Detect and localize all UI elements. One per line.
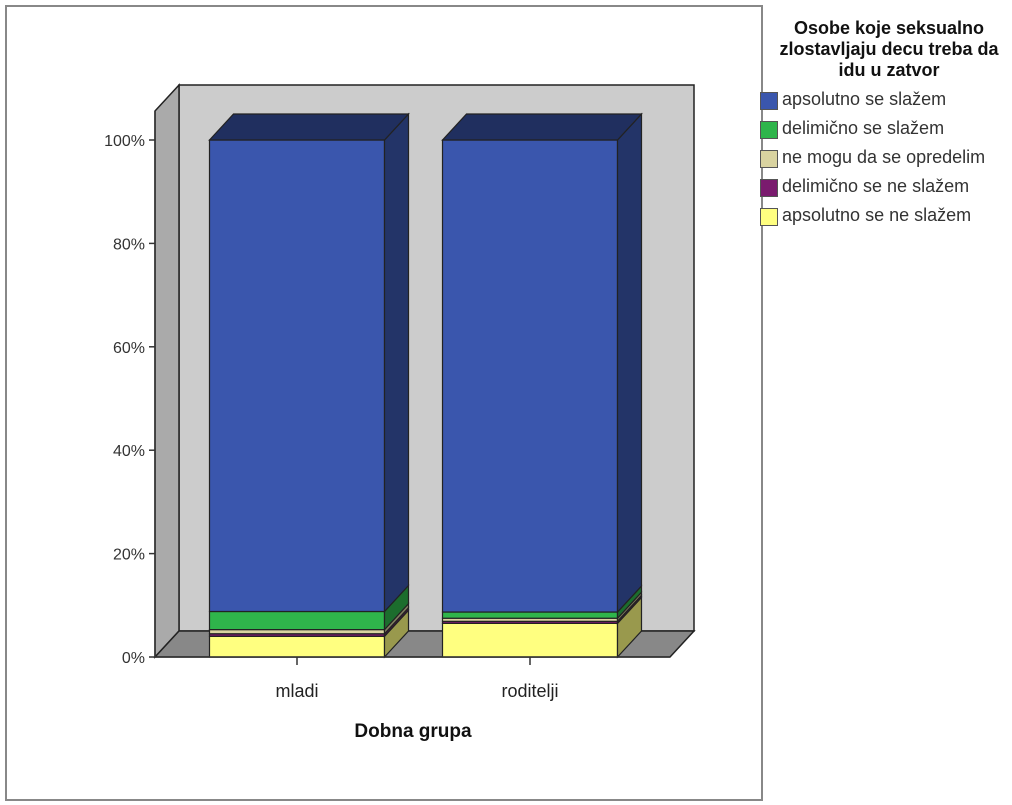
x-axis: mladi roditelji — [155, 656, 670, 701]
x-tick-label: roditelji — [501, 681, 558, 701]
legend-items: apsolutno se slažem delimično se slažem ne… — [760, 89, 1008, 226]
legend-swatch — [760, 150, 778, 168]
bar-segment — [441, 622, 619, 658]
bars — [208, 112, 643, 659]
y-tick-label: 20% — [113, 547, 145, 564]
bar-segment-side — [616, 112, 643, 614]
legend-label: delimično se slažem — [782, 118, 945, 138]
y-axis: 0% 20% 40% 60% 80% 100% — [104, 111, 156, 667]
y-tick-label: 0% — [122, 650, 145, 667]
legend-swatch — [760, 179, 778, 197]
y-tick-label: 60% — [113, 340, 145, 357]
bar-mladi — [208, 112, 410, 659]
legend-item: delimično se ne slažem — [760, 176, 1008, 197]
legend-swatch — [760, 121, 778, 139]
legend-label: apsolutno se slažem — [782, 89, 947, 109]
legend-label: delimično se ne slažem — [782, 176, 970, 196]
legend-item: apsolutno se slažem — [760, 89, 1008, 110]
legend-item: ne mogu da se opredelim — [760, 147, 1008, 168]
bar-roditelji — [441, 112, 643, 659]
bar-segment-side — [383, 112, 410, 614]
bar-segment — [441, 139, 619, 613]
bar-segment — [208, 635, 386, 658]
side-wall — [154, 83, 180, 659]
y-tick-label: 80% — [113, 236, 145, 253]
bar-segment — [208, 610, 386, 631]
y-tick-label: 40% — [113, 443, 145, 460]
bar-segment — [208, 628, 386, 635]
x-axis-title: Dobna grupa — [354, 721, 472, 742]
x-tick-label: mladi — [275, 681, 318, 701]
bar-top — [208, 113, 410, 141]
legend-item: delimično se slažem — [760, 118, 1008, 139]
y-tick-label: 100% — [104, 133, 145, 150]
legend: Osobe koje seksualno zlostavljaju decu t… — [760, 18, 1008, 234]
bar-segment — [441, 611, 619, 619]
legend-swatch — [760, 208, 778, 226]
legend-swatch — [760, 92, 778, 110]
bar-top — [441, 113, 643, 141]
legend-label: apsolutno se ne slažem — [782, 205, 972, 225]
bar-segment — [208, 139, 386, 613]
legend-title: Osobe koje seksualno zlostavljaju decu t… — [779, 18, 999, 80]
legend-item: apsolutno se ne slažem — [760, 205, 1008, 226]
legend-label: ne mogu da se opredelim — [782, 147, 986, 167]
